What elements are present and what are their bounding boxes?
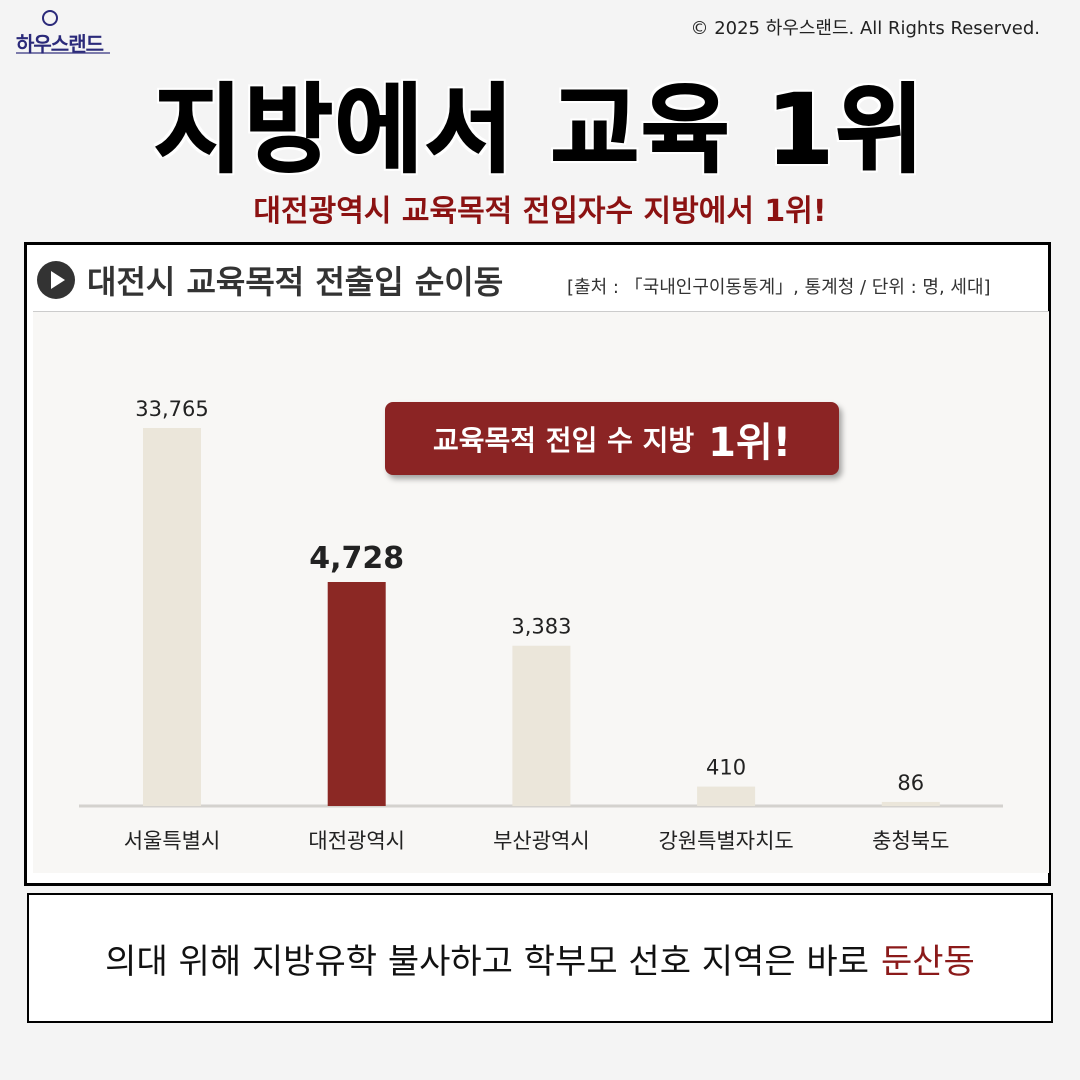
chart-header: 대전시 교육목적 전출입 순이동 [37, 257, 503, 303]
chart-title: 대전시 교육목적 전출입 순이동 [87, 263, 504, 301]
value-label: 4,728 [309, 541, 404, 576]
category-label: 충청북도 [872, 829, 949, 853]
callout-text: 교육목적 전입 수 지방 [433, 423, 695, 457]
category-label: 부산광역시 [493, 829, 590, 853]
copyright: © 2025 하우스랜드. All Rights Reserved. [690, 18, 1040, 39]
bar-chart: 33,765 서울특별시 4,728 대전광역시 3,383 부산광역시 410 강원특별자치… [79, 397, 1003, 853]
page-subtitle: 대전광역시 교육목적 전입자수 지방에서 1위! [253, 194, 827, 229]
value-label: 410 [706, 756, 746, 780]
bar [881, 801, 940, 806]
logo: 하우스랜드 [14, 8, 114, 56]
globe-icon [42, 10, 58, 26]
value-label: 86 [897, 771, 924, 795]
category-label: 서울특별시 [124, 829, 221, 853]
logo-underline [16, 52, 110, 54]
bar [697, 786, 756, 806]
chart-box: 대전시 교육목적 전출입 순이동 [출처 : 「국내인구이동통계」, 통계청 /… [24, 242, 1051, 886]
chart-panel: 33,765 서울특별시 4,728 대전광역시 3,383 부산광역시 410 강원특별자치… [33, 311, 1049, 873]
bar [327, 582, 386, 806]
category-label: 대전광역시 [308, 829, 405, 853]
play-icon [37, 261, 75, 299]
value-label: 33,765 [135, 397, 208, 421]
caption-highlight: 둔산동 [880, 941, 975, 982]
bar [143, 428, 201, 806]
callout-rank: 1위! [708, 419, 791, 466]
chart-source: [출처 : 「국내인구이동통계」, 통계청 / 단위 : 명, 세대] [567, 277, 991, 298]
category-label: 강원특별자치도 [658, 829, 793, 853]
callout-badge: 교육목적 전입 수 지방 1위! [385, 402, 839, 475]
page-title: 지방에서 교육 1위 [153, 73, 926, 187]
bar [512, 645, 571, 806]
bottom-caption: 의대 위해 지방유학 불사하고 학부모 선호 지역은 바로 둔산동 [27, 893, 1053, 1023]
value-label: 3,383 [511, 615, 571, 639]
caption-text: 의대 위해 지방유학 불사하고 학부모 선호 지역은 바로 [105, 941, 869, 982]
